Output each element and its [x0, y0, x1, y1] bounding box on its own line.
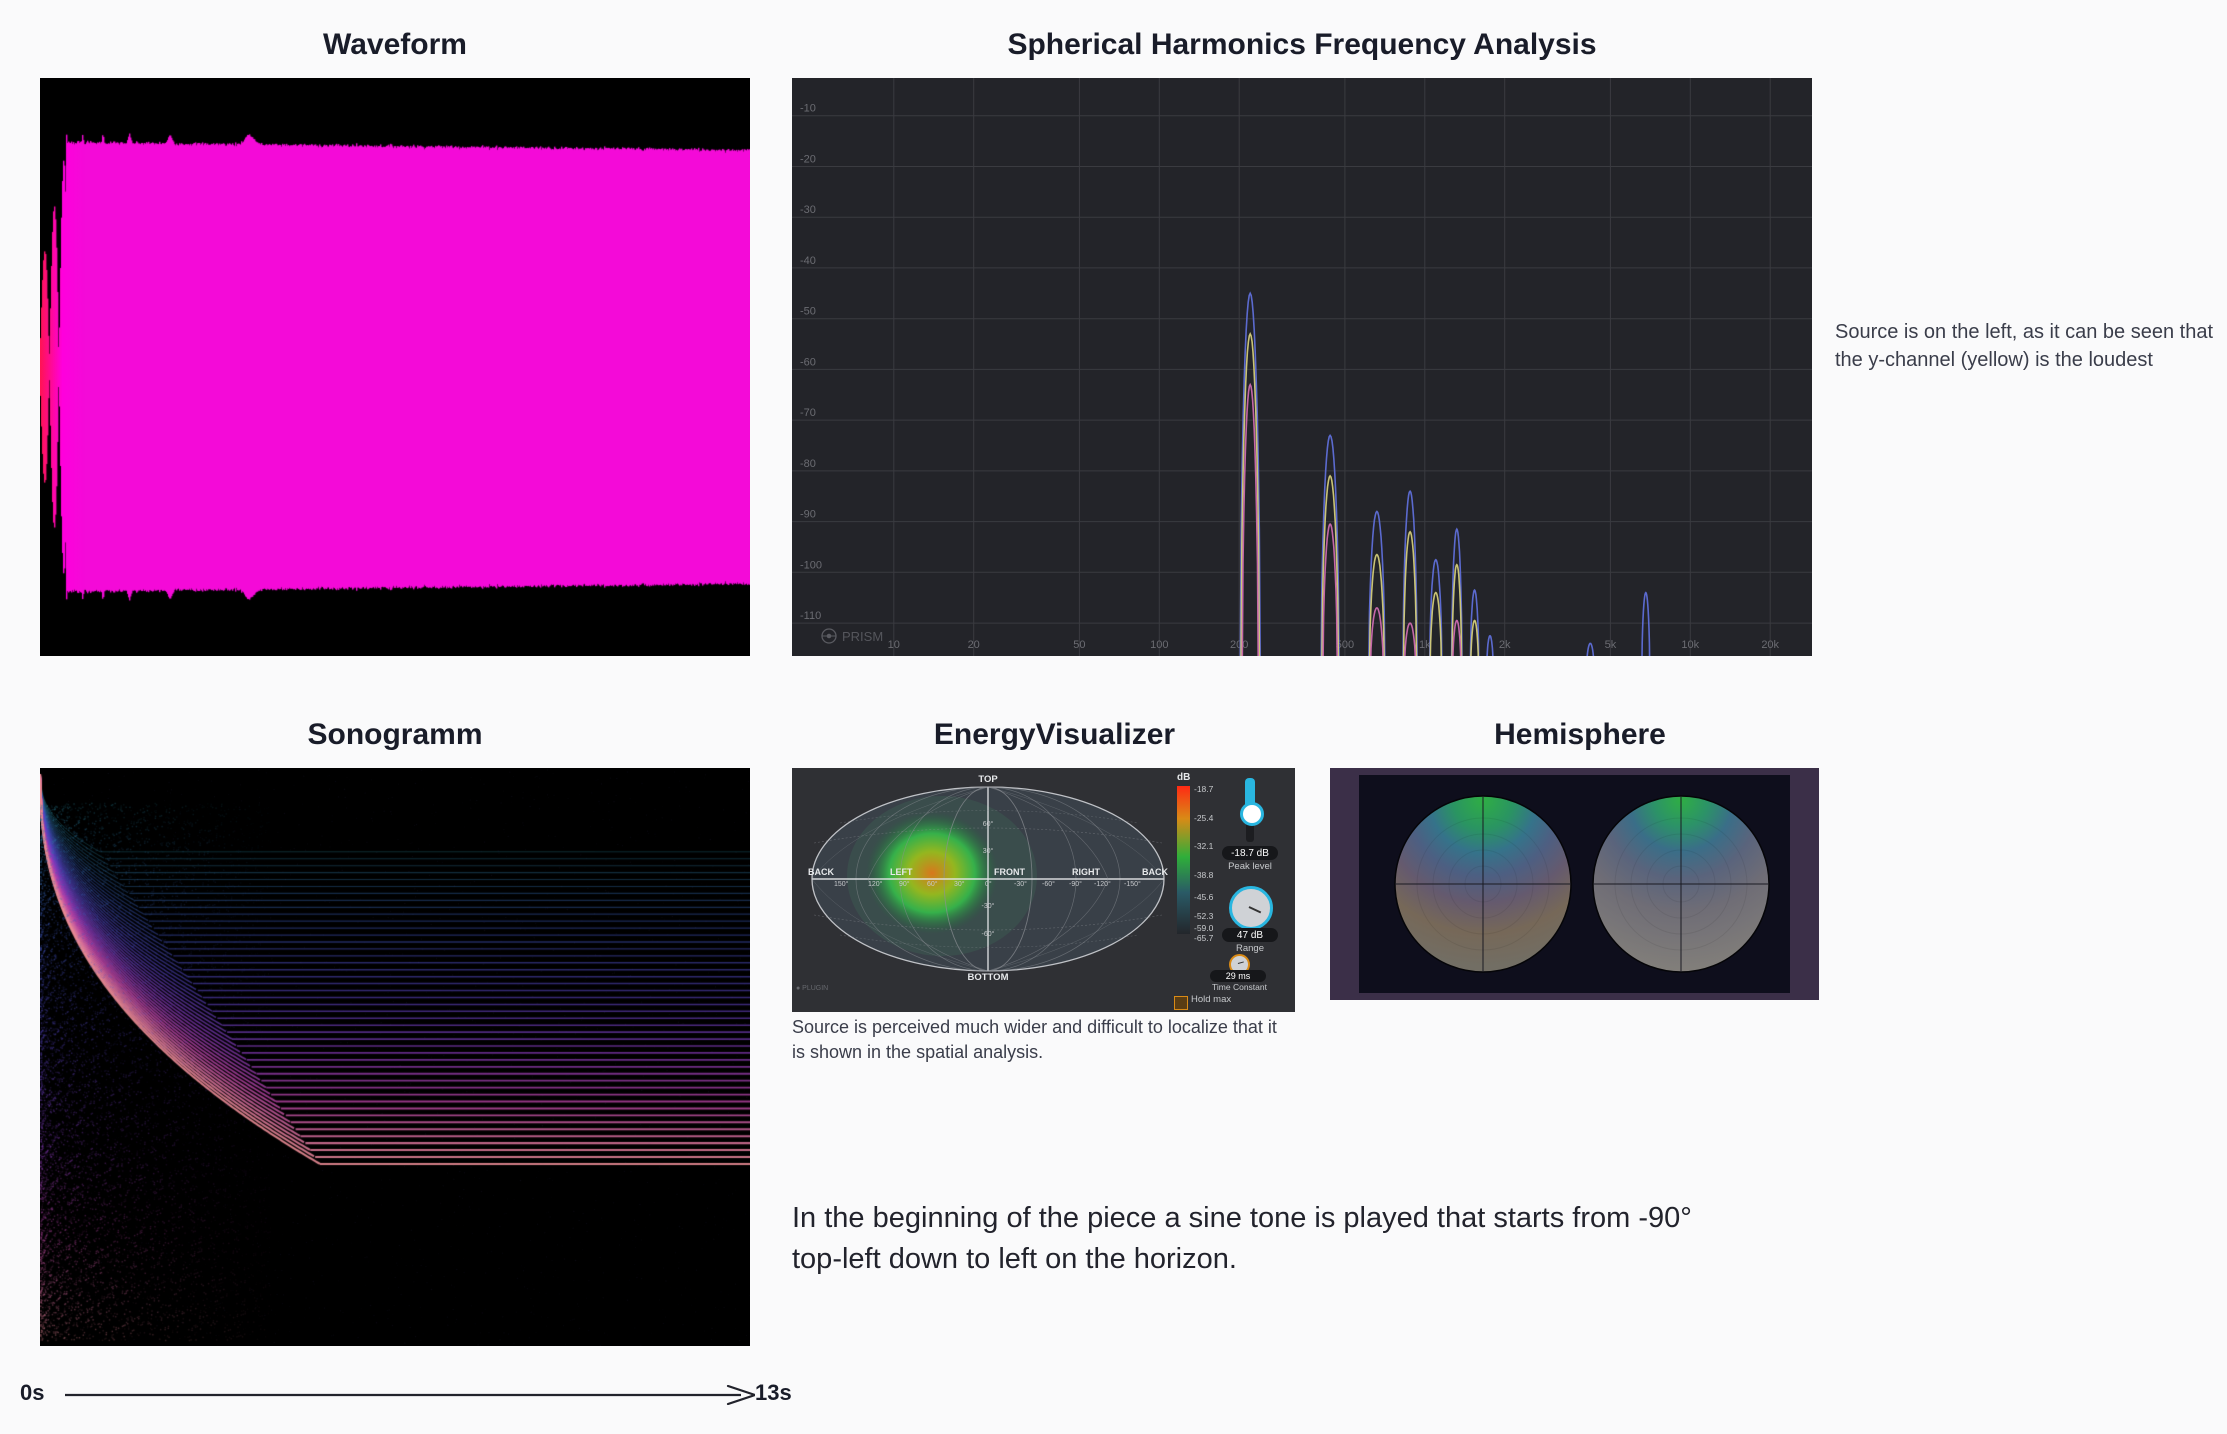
- svg-text:-45.6: -45.6: [1194, 892, 1214, 902]
- svg-text:-50: -50: [800, 306, 816, 318]
- svg-text:2k: 2k: [1499, 639, 1511, 651]
- svg-text:20k: 20k: [1761, 639, 1779, 651]
- svg-text:BACK: BACK: [1142, 867, 1168, 877]
- svg-text:-90°: -90°: [1069, 880, 1082, 888]
- svg-text:-30°: -30°: [1014, 880, 1027, 888]
- svg-text:150°: 150°: [834, 880, 849, 888]
- svg-text:120°: 120°: [868, 880, 883, 888]
- svg-text:-120°: -120°: [1094, 880, 1111, 888]
- svg-text:-65.7: -65.7: [1194, 933, 1214, 943]
- svg-text:10k: 10k: [1681, 639, 1699, 651]
- svg-text:30°: 30°: [954, 880, 965, 888]
- svg-text:-100: -100: [800, 559, 822, 571]
- svg-text:-38.8: -38.8: [1194, 870, 1214, 880]
- svg-text:TOP: TOP: [978, 774, 998, 785]
- svg-text:-52.3: -52.3: [1194, 911, 1214, 921]
- svg-text:-18.7: -18.7: [1194, 784, 1214, 794]
- svg-text:BACK: BACK: [808, 867, 834, 877]
- svg-text:200: 200: [1230, 639, 1248, 651]
- svg-text:10: 10: [888, 639, 900, 651]
- svg-text:60°: 60°: [983, 820, 994, 828]
- svg-text:90°: 90°: [899, 880, 910, 888]
- svg-text:dB: dB: [1177, 772, 1190, 783]
- svg-text:-150°: -150°: [1124, 880, 1141, 888]
- svg-text:FRONT: FRONT: [994, 867, 1025, 877]
- svg-text:5k: 5k: [1605, 639, 1617, 651]
- svg-text:-70: -70: [800, 407, 816, 419]
- svg-text:● PLUGIN: ● PLUGIN: [796, 985, 828, 992]
- svg-text:-59.0: -59.0: [1194, 923, 1214, 933]
- svg-text:20: 20: [968, 639, 980, 651]
- svg-text:BOTTOM: BOTTOM: [968, 972, 1009, 983]
- svg-text:50: 50: [1073, 639, 1085, 651]
- svg-text:100: 100: [1150, 639, 1168, 651]
- svg-text:-30°: -30°: [982, 902, 995, 910]
- svg-text:RIGHT: RIGHT: [1072, 867, 1101, 877]
- svg-text:LEFT: LEFT: [890, 867, 913, 877]
- svg-text:0°: 0°: [985, 880, 992, 888]
- svg-text:30°: 30°: [983, 847, 994, 855]
- svg-text:-25.4: -25.4: [1194, 813, 1214, 823]
- svg-text:-60: -60: [800, 356, 816, 368]
- svg-text:60°: 60°: [927, 880, 938, 888]
- svg-text:-10: -10: [800, 103, 816, 115]
- svg-text:-32.1: -32.1: [1194, 841, 1214, 851]
- svg-text:-110: -110: [800, 610, 821, 622]
- svg-text:-90: -90: [800, 509, 816, 521]
- svg-text:-80: -80: [800, 458, 816, 470]
- svg-text:-40: -40: [800, 255, 816, 267]
- svg-text:PRISM: PRISM: [842, 629, 883, 644]
- svg-text:-20: -20: [800, 154, 816, 166]
- svg-text:-30: -30: [800, 204, 816, 216]
- svg-text:-60°: -60°: [982, 930, 995, 938]
- svg-text:-60°: -60°: [1042, 880, 1055, 888]
